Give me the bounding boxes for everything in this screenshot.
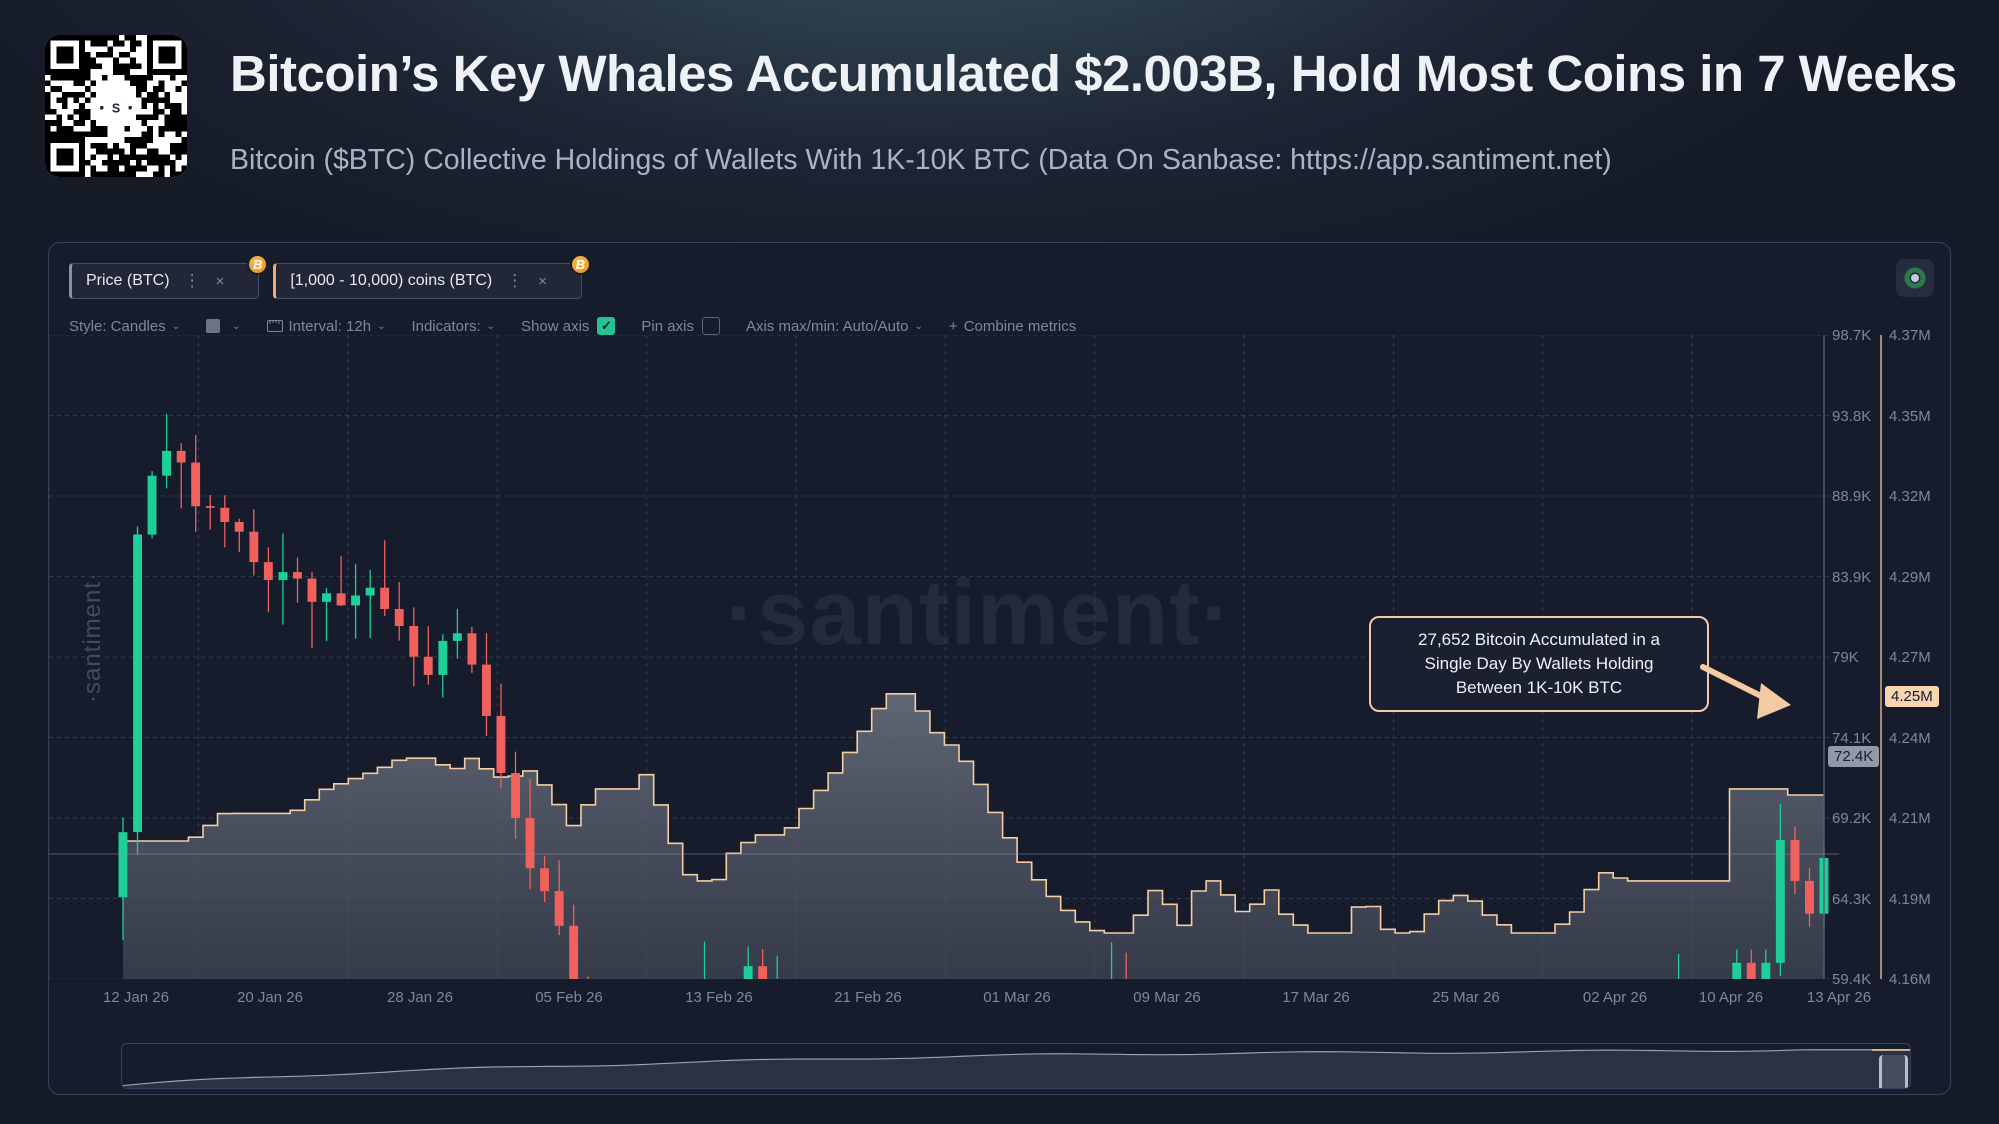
- svg-text:S: S: [112, 101, 120, 115]
